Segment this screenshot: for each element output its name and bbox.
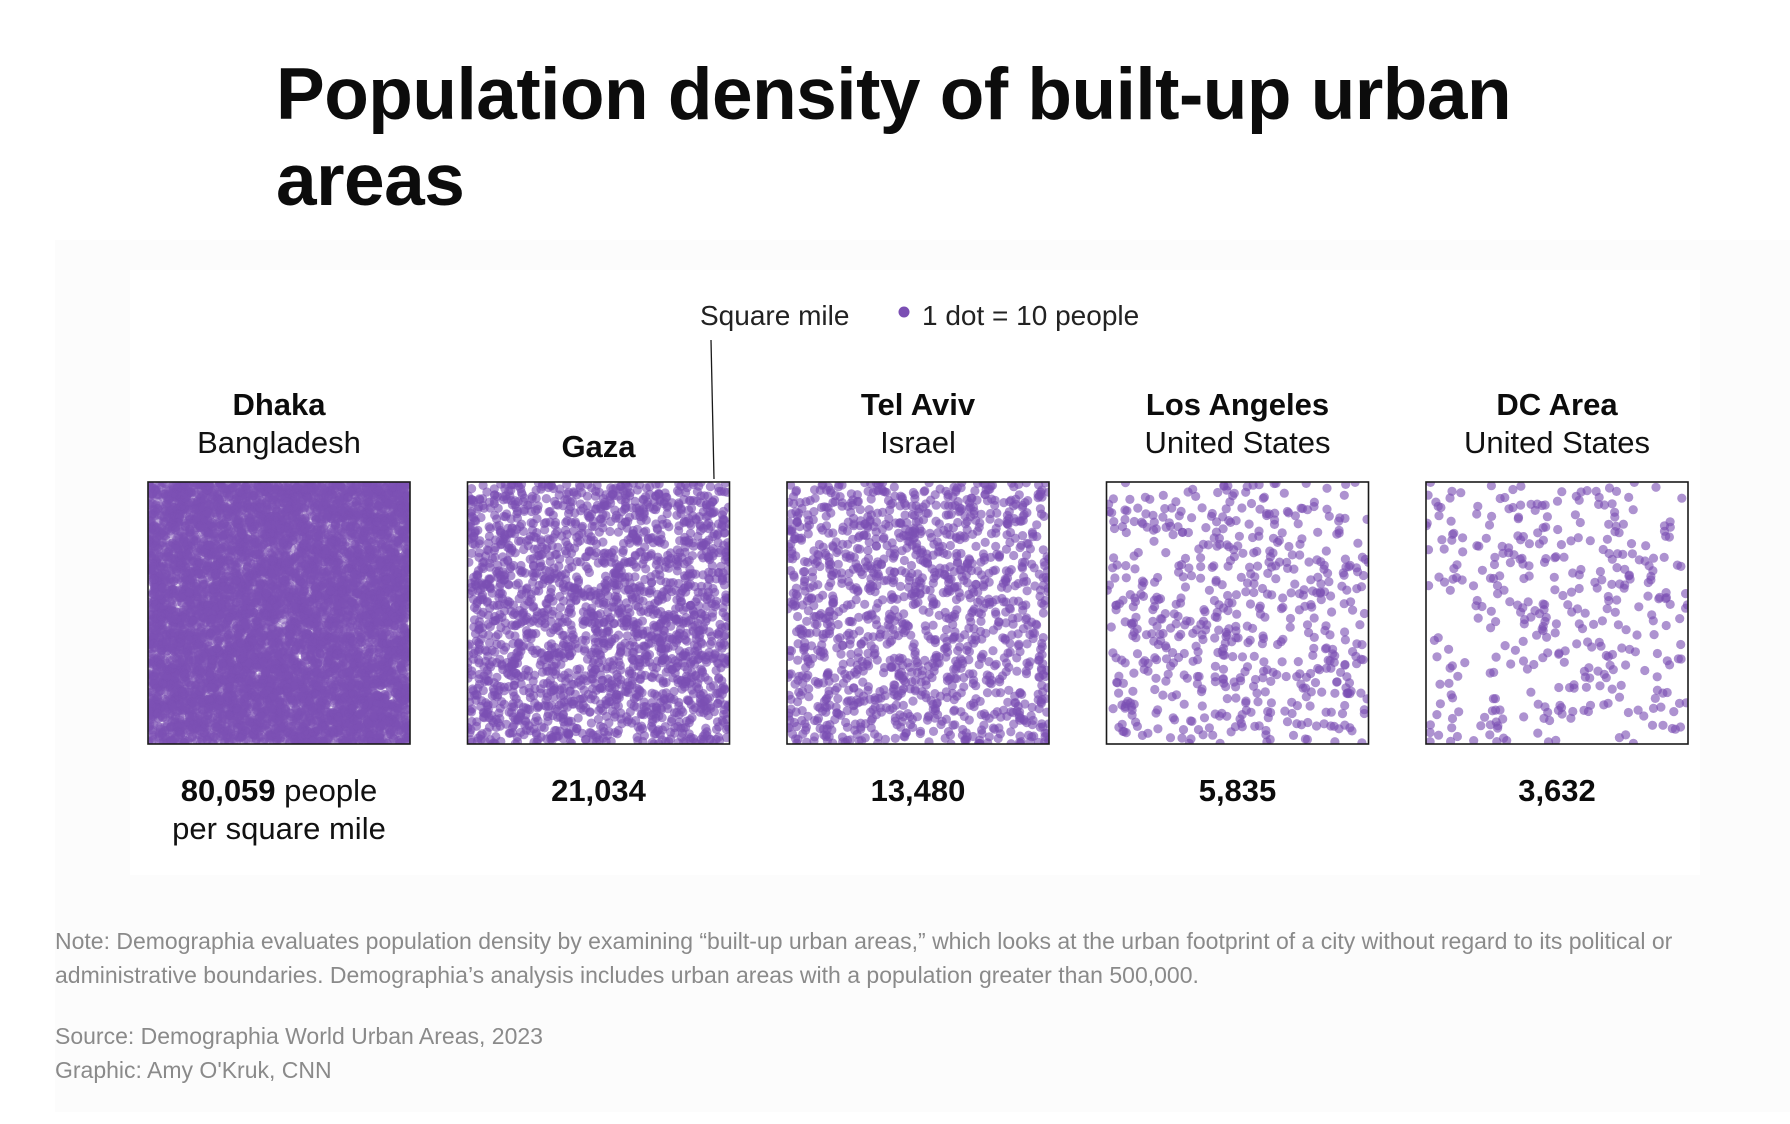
chart-title: Population density of built-up urban are… — [276, 54, 1512, 221]
legend: Square mile 1 dot = 10 people — [700, 300, 1139, 480]
city-name: Dhaka — [232, 387, 326, 422]
legend-dot-icon — [898, 306, 910, 318]
legend-dot-label: 1 dot = 10 people — [922, 300, 1139, 331]
dot-field — [148, 482, 410, 744]
country-name: Bangladesh — [197, 425, 361, 460]
legend-square-mile-label: Square mile — [700, 300, 849, 331]
dot-density-chart: Square mile 1 dot = 10 people DhakaBangl… — [147, 300, 1689, 846]
population-dot — [148, 714, 156, 724]
legend-pointer-line — [710, 339, 715, 480]
